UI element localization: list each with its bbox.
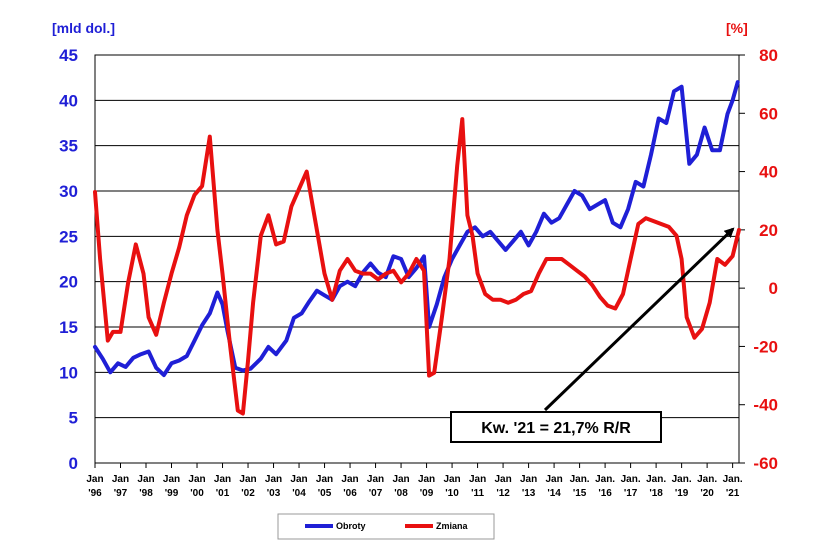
x-tick-label: '14 [547, 488, 561, 499]
x-tick-label: Jan [418, 474, 435, 485]
right-axis-ticks: -60 -40 -20 0 20 40 60 80 [739, 46, 778, 473]
x-tick-label: '01 [216, 488, 230, 499]
x-tick-label: '21 [726, 488, 740, 499]
series-line-zmiana [93, 117, 741, 416]
plot-frame [94, 54, 740, 464]
x-tick-label: Jan. [621, 474, 641, 485]
x-tick-label: '97 [114, 488, 128, 499]
left-axis-ticks: 0 5 10 15 20 25 30 35 40 45 [59, 46, 78, 473]
x-tick-label: '96 [88, 488, 102, 499]
x-tick-label: Jan [188, 474, 205, 485]
x-tick-label: '04 [292, 488, 306, 499]
right-tick-label: 0 [769, 279, 778, 298]
x-tick-label: Jan [443, 474, 460, 485]
x-tick-label: Jan [520, 474, 537, 485]
annotation-text: Kw. '21 = 21,7% R/R [481, 420, 631, 437]
x-tick-label: Jan [86, 474, 103, 485]
x-tick-label: Jan [341, 474, 358, 485]
x-tick-label: '18 [649, 488, 663, 499]
x-tick-label: Jan [214, 474, 231, 485]
right-tick-label: 80 [759, 46, 778, 65]
left-tick-label: 35 [59, 137, 78, 156]
x-tick-label: Jan [494, 474, 511, 485]
x-tick-label: Jan [392, 474, 409, 485]
x-tick-label: '99 [165, 488, 179, 499]
x-tick-label: Jan [545, 474, 562, 485]
x-tick-label: '11 [471, 488, 484, 499]
x-tick-label: Jan. [646, 474, 666, 485]
x-tick-label: '03 [267, 488, 281, 499]
x-tick-label: Jan [469, 474, 486, 485]
x-tick-label: '13 [522, 488, 536, 499]
x-axis-ticks: Jan '96 Jan '97 Jan '98 Jan '99 Jan '00 Jan '01 Jan '… [86, 463, 743, 499]
left-tick-label: 25 [59, 227, 78, 246]
x-tick-label: '00 [190, 488, 204, 499]
right-axis-unit: [%] [726, 20, 748, 36]
right-tick-label: -40 [753, 396, 778, 415]
annotation: Kw. '21 = 21,7% R/R [450, 227, 735, 443]
left-tick-label: 40 [59, 91, 78, 110]
right-tick-label: 40 [759, 163, 778, 182]
x-tick-label: '06 [343, 488, 357, 499]
right-tick-label: -20 [753, 337, 778, 356]
x-tick-label: '20 [700, 488, 714, 499]
series-layer [93, 80, 741, 416]
x-tick-label: Jan [367, 474, 384, 485]
legend-label-obroty: Obroty [336, 521, 366, 531]
x-tick-label: '17 [624, 488, 638, 499]
x-tick-label: '08 [394, 488, 408, 499]
legend-label-zmiana: Zmiana [436, 521, 469, 531]
x-tick-label: Jan [239, 474, 256, 485]
x-tick-label: Jan [163, 474, 180, 485]
x-tick-label: '10 [445, 488, 459, 499]
left-tick-label: 0 [69, 454, 78, 473]
left-tick-label: 20 [59, 273, 78, 292]
x-tick-label: '12 [496, 488, 510, 499]
left-tick-label: 45 [59, 46, 78, 65]
x-tick-label: Jan [265, 474, 282, 485]
x-tick-label: Jan. [697, 474, 717, 485]
x-tick-label: Jan [316, 474, 333, 485]
annotation-arrow [543, 227, 735, 412]
x-tick-label: Jan. [595, 474, 615, 485]
x-tick-label: '16 [598, 488, 612, 499]
x-tick-label: Jan. [570, 474, 590, 485]
x-tick-label: '98 [139, 488, 153, 499]
x-tick-label: Jan [137, 474, 154, 485]
right-tick-label: 20 [759, 221, 778, 240]
left-axis-unit: [mld dol.] [52, 20, 115, 36]
x-tick-label: Jan. [672, 474, 692, 485]
x-tick-label: Jan [290, 474, 307, 485]
x-tick-label: '05 [318, 488, 332, 499]
x-tick-label: '02 [241, 488, 255, 499]
left-tick-label: 5 [69, 409, 78, 428]
x-tick-label: '07 [369, 488, 383, 499]
x-tick-label: '15 [573, 488, 587, 499]
right-tick-label: 60 [759, 104, 778, 123]
series-line-obroty [93, 80, 740, 378]
x-tick-label: Jan [112, 474, 129, 485]
right-tick-label: -60 [753, 454, 778, 473]
left-tick-label: 30 [59, 182, 78, 201]
x-tick-label: '09 [420, 488, 434, 499]
left-tick-label: 10 [59, 363, 78, 382]
annotation-box [450, 411, 662, 443]
x-tick-label: Jan. [723, 474, 743, 485]
x-tick-label: '19 [675, 488, 689, 499]
left-tick-label: 15 [59, 318, 78, 337]
legend: Obroty Zmiana [277, 513, 495, 540]
